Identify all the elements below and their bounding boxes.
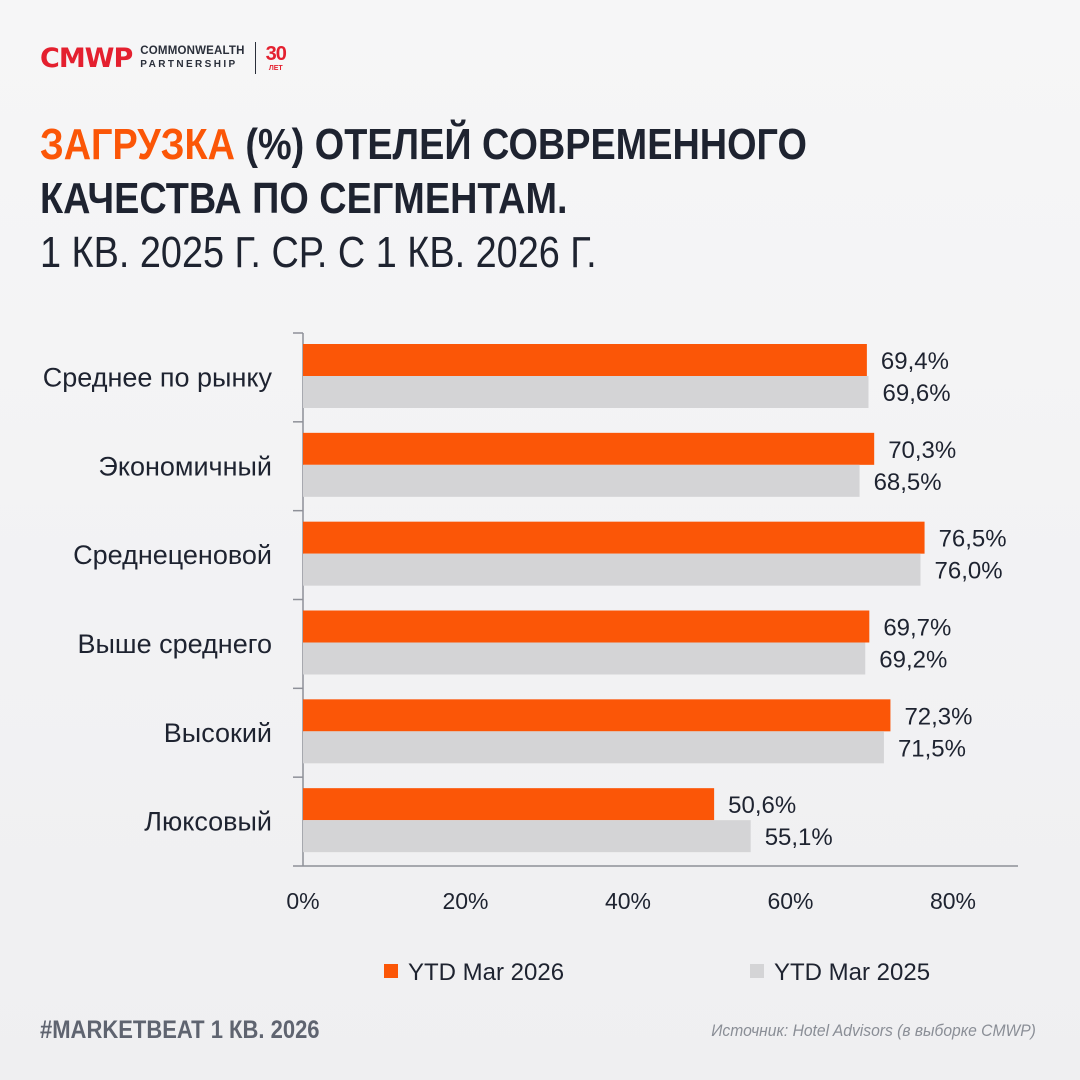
brand-name: COMMONWEALTH PARTNERSHIP	[140, 46, 244, 70]
data-label: 72,3%	[904, 703, 972, 730]
data-label: 69,4%	[881, 348, 949, 375]
data-label: 69,6%	[883, 380, 951, 407]
bar-2025	[303, 642, 866, 675]
title-line-1: ЗАГРУЗКА (%) ОТЕЛЕЙ СОВРЕМЕННОГО	[40, 118, 900, 172]
x-tick-label: 40%	[605, 888, 651, 914]
brand-name-line2: PARTNERSHIP	[140, 58, 238, 70]
data-label: 69,7%	[883, 615, 951, 642]
x-tick-label: 60%	[767, 888, 813, 914]
x-tick-label: 0%	[286, 888, 319, 914]
chart-subtitle: 1 КВ. 2025 Г. СР. С 1 КВ. 2026 Г.	[40, 228, 597, 277]
anniversary-badge: 30 ЛЕТ	[265, 43, 287, 72]
title-accent: ЗАГРУЗКА	[40, 120, 235, 169]
bar-2026	[303, 610, 870, 643]
bar-2026	[303, 788, 715, 821]
category-label: Высокий	[164, 718, 272, 748]
legend-swatch	[750, 964, 764, 978]
category-label: Выше среднего	[78, 629, 272, 659]
x-tick-label: 80%	[930, 888, 976, 914]
cmwp-logo-icon: CMWP	[40, 42, 133, 74]
data-label: 70,3%	[888, 437, 956, 464]
title-line-2: КАЧЕСТВА ПО СЕГМЕНТАМ.	[40, 174, 568, 223]
data-label: 69,2%	[879, 647, 947, 674]
brand-name-line1: COMMONWEALTH	[140, 45, 245, 58]
data-label: 76,0%	[935, 558, 1003, 585]
legend-label: YTD Mar 2025	[774, 959, 930, 986]
footer-hashtag: #MARKETBEAT 1 КВ. 2026	[40, 1016, 320, 1044]
bar-2026	[303, 344, 867, 376]
data-label: 76,5%	[939, 526, 1007, 553]
bar-2025	[303, 464, 860, 497]
brand-logo: CMWP COMMONWEALTH PARTNERSHIP 30 ЛЕТ	[40, 38, 287, 78]
category-label: Люксовый	[144, 807, 272, 837]
chart-title: ЗАГРУЗКА (%) ОТЕЛЕЙ СОВРЕМЕННОГО КАЧЕСТВ…	[40, 118, 1040, 280]
x-tick-label: 20%	[442, 888, 488, 914]
data-label: 68,5%	[874, 469, 942, 496]
bar-2026	[303, 699, 891, 732]
brand-divider	[254, 42, 256, 74]
bar-2025	[303, 553, 921, 586]
legend-swatch	[384, 964, 398, 978]
legend-label: YTD Mar 2026	[408, 959, 564, 986]
category-label: Среднеценовой	[73, 540, 272, 570]
anniversary-number: 30	[265, 43, 287, 65]
bar-2025	[303, 376, 869, 408]
bar-2025	[303, 820, 751, 853]
category-label: Экономичный	[98, 451, 272, 481]
anniversary-word: ЛЕТ	[268, 65, 283, 72]
bar-2026	[303, 521, 925, 554]
data-label: 50,6%	[728, 792, 796, 819]
data-label: 71,5%	[898, 735, 966, 762]
data-label: 55,1%	[765, 824, 833, 851]
title-line-1-rest: (%) ОТЕЛЕЙ СОВРЕМЕННОГО	[234, 120, 807, 169]
category-label: Среднее по рынку	[43, 362, 273, 392]
bar-2025	[303, 731, 884, 764]
source-note: Источник: Hotel Advisors (в выборке CMWP…	[711, 1021, 1036, 1040]
bar-2026	[303, 432, 875, 465]
